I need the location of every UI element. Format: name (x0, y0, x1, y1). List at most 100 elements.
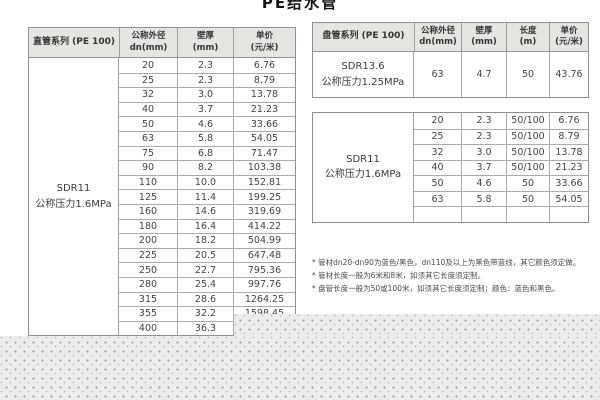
table-cell-price: 54.05 (233, 131, 295, 146)
dot-pattern-notch (234, 314, 600, 336)
table-cell-dn: 20 (141, 59, 155, 71)
table-cell-dn: 63 (431, 193, 444, 205)
table-row: 63 5.8 50 54.05 (414, 190, 588, 207)
table-cell-wall: 3.7 (177, 102, 233, 117)
table-row: 20 2.3 6.76 (119, 58, 295, 73)
table-cell-dn: 40 (431, 162, 444, 174)
table-cell-price: 8.79 (549, 129, 588, 145)
table-cell-dn: 315 (138, 293, 158, 305)
table-cell-dn: 75 (141, 147, 155, 159)
table-cell-dn: 20 (431, 115, 444, 127)
table-cell-dn: 63 (141, 133, 155, 145)
table-cell-dn: 32 (141, 89, 155, 101)
table-cell-price: 103.38 (233, 161, 295, 175)
footnotes: * 管材dn20-dn90为蓝色/黑色，dn110及以上为黑色带蓝线，其它颜色须… (312, 257, 594, 296)
table-body: SDR13.6 公称压力1.25MPa 63 4.7 50 43.76 (313, 52, 588, 97)
table-cell-price: 33.66 (549, 176, 588, 191)
table-row: 63 4.7 50 43.76 (414, 52, 588, 97)
series-label-coil: 盘管系列 (PE 100) (322, 31, 405, 42)
table-cell-price: 199.25 (233, 190, 295, 204)
table-cell-price (233, 321, 295, 336)
table-cell-price: 43.76 (549, 52, 588, 97)
table-cell-wall: 10.0 (177, 175, 233, 190)
table-cell-wall: 32.2 (177, 307, 233, 321)
table-row: 63 5.8 54.05 (119, 130, 295, 146)
table-cell-wall: 4.6 (461, 176, 506, 191)
table-cell-wall: 28.6 (177, 292, 233, 307)
table-row: 20 2.3 50/100 6.76 (414, 113, 588, 129)
table-row: 25 2.3 8.79 (119, 72, 295, 88)
table-cell-wall: 36.3 (177, 321, 233, 336)
table-cell-dn: 63 (431, 69, 444, 80)
table-cell-dn: 280 (138, 279, 158, 291)
table-row: 25 2.3 50/100 8.79 (414, 128, 588, 145)
column-header-price: 单价 (元/米) (549, 23, 588, 51)
table-cell-price: 504.99 (233, 234, 295, 248)
table-rows: 20 2.3 50/100 6.76 25 2.3 50/100 8.79 32 3.0 50/10… (413, 113, 588, 222)
table-cell-wall: 3.0 (461, 145, 506, 160)
table-cell-price: 13.78 (549, 145, 588, 160)
table-cell-wall: 4.6 (177, 117, 233, 131)
table-cell-price (549, 207, 588, 222)
table-header-row: 直管系列 (PE 100) 公称外径 dn(mm) 壁厚 (mm) 单价 (元/… (29, 28, 295, 58)
table-cell-wall: 20.5 (177, 248, 233, 263)
table-cell-wall: 2.3 (177, 73, 233, 88)
table-cell-price: 54.05 (549, 191, 588, 207)
table-row: 250 22.7 795.36 (119, 262, 295, 277)
table-cell-dn: 32 (431, 146, 444, 158)
table-cell-wall: 3.0 (177, 88, 233, 102)
table-row: 50 4.6 33.66 (119, 116, 295, 131)
table-cell-price: 647.48 (233, 248, 295, 263)
table-cell-length (506, 207, 549, 222)
table-cell-wall: 8.2 (177, 161, 233, 175)
column-header-dn: 公称外径 dn(mm) (414, 23, 461, 51)
table-row: 160 14.6 319.69 (119, 203, 295, 219)
table-cell-wall: 5.8 (177, 131, 233, 146)
table-cell-dn: 90 (141, 162, 155, 174)
column-header-price: 单价 (元/米) (233, 28, 295, 57)
table-cell-dn: 40 (141, 104, 155, 116)
table-cell-price: 152.81 (233, 175, 295, 190)
table-cell-price: 795.36 (233, 263, 295, 277)
table-cell-price: 33.66 (233, 117, 295, 131)
table-row: 180 16.4 414.22 (119, 218, 295, 234)
table-row: 40 3.7 21.23 (119, 101, 295, 117)
table-cell-length: 50/100 (506, 113, 549, 129)
group-label-sdr11: SDR11 公称压力1.6MPa (324, 153, 402, 181)
table-cell-dn: 110 (138, 177, 158, 189)
table-cell-dn: 50 (141, 118, 155, 130)
series-label-straight: 直管系列 (PE 100) (32, 36, 116, 47)
table-cell-wall: 25.4 (177, 277, 233, 292)
table-row: 32 3.0 13.78 (119, 87, 295, 102)
table-cell-dn: 160 (138, 206, 158, 218)
table-cell-wall: 2.3 (461, 129, 506, 145)
table-row: 200 18.2 504.99 (119, 233, 295, 248)
table-rows: 20 2.3 6.76 25 2.3 8.79 32 3.0 13.78 40 3.7 21.23 50… (118, 58, 295, 336)
table-cell-price: 6.76 (233, 58, 295, 73)
footnote-line: * 管材dn20-dn90为蓝色/黑色，dn110及以上为黑色带蓝线，其它颜色须… (312, 258, 581, 267)
table-row: 225 20.5 647.48 (119, 247, 295, 263)
table-cell-wall: 2.3 (461, 113, 506, 129)
straight-pipe-table: 直管系列 (PE 100) 公称外径 dn(mm) 壁厚 (mm) 单价 (元/… (28, 27, 296, 337)
table-row: 400 36.3 (119, 320, 295, 336)
table-cell-price: 414.22 (233, 219, 295, 234)
table-cell-wall: 14.6 (177, 204, 233, 219)
coil-pipe-table-sdr11: SDR11 公称压力1.6MPa 20 2.3 50/100 6.76 25 2.3 50/… (312, 112, 589, 223)
group-label-sdr11: SDR11 公称压力1.6MPa (35, 183, 112, 210)
column-header-length: 长度 (m) (506, 23, 549, 51)
dot-pattern-band (0, 336, 600, 400)
table-row: 110 10.0 152.81 (119, 174, 295, 190)
table-cell-length: 50/100 (506, 160, 549, 176)
table-body: SDR11 公称压力1.6MPa 20 2.3 6.76 25 2.3 8.79 32 3.0… (29, 58, 295, 336)
table-row: 50 4.6 50 33.66 (414, 175, 588, 191)
coil-pipe-table-sdr13: 盘管系列 (PE 100) 公称外径 dn(mm) 壁厚 (mm) 长度 (m)… (312, 22, 589, 98)
table-cell-dn: 25 (431, 131, 444, 143)
table-cell-wall: 18.2 (177, 234, 233, 248)
table-cell-dn: 355 (138, 308, 158, 320)
table-cell-price: 997.76 (233, 277, 295, 292)
table-cell-price: 319.69 (233, 204, 295, 219)
page-title: PE给水管 (261, 0, 339, 12)
table-cell-price: 21.23 (233, 102, 295, 117)
table-cell-price: 13.78 (233, 88, 295, 102)
table-cell-length: 50 (506, 191, 549, 207)
